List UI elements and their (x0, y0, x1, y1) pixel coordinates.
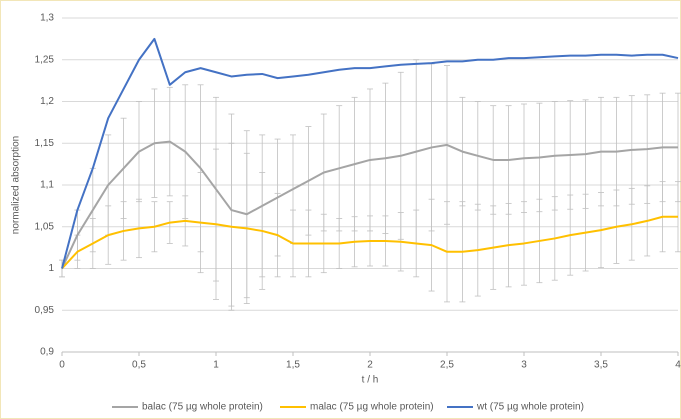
series-line (61, 140, 678, 269)
series-line (61, 215, 678, 270)
y-tick-label: 1,1 (40, 180, 54, 191)
legend-label: malac (75 µg whole protein) (310, 402, 434, 413)
y-tick-label: 0,9 (40, 347, 54, 358)
y-tick-label: 1,2 (40, 96, 54, 107)
y-tick-label: 1 (48, 263, 54, 274)
x-tick-label: 4 (675, 360, 681, 371)
y-tick-label: 0,95 (35, 305, 55, 316)
y-tick-label: 1,25 (35, 54, 55, 65)
y-tick-label: 1,15 (35, 138, 55, 149)
legend-label: wt (75 µg whole protein) (476, 402, 584, 413)
x-tick-label: 3 (521, 360, 527, 371)
x-tick-label: 2 (367, 360, 373, 371)
x-tick-label: 1,5 (286, 360, 300, 371)
y-tick-label: 1,3 (40, 13, 54, 24)
x-tick-label: 0,5 (132, 360, 146, 371)
series-line (61, 37, 679, 269)
x-tick-label: 3,5 (594, 360, 608, 371)
x-tick-label: 0 (59, 360, 65, 371)
y-axis-label: normalized absorption (11, 136, 22, 234)
x-tick-label: 2,5 (440, 360, 454, 371)
y-tick-label: 1,05 (35, 221, 55, 232)
x-tick-label: 1 (213, 360, 219, 371)
x-axis-label: t / h (362, 375, 379, 386)
legend-label: balac (75 µg whole protein) (142, 402, 263, 413)
